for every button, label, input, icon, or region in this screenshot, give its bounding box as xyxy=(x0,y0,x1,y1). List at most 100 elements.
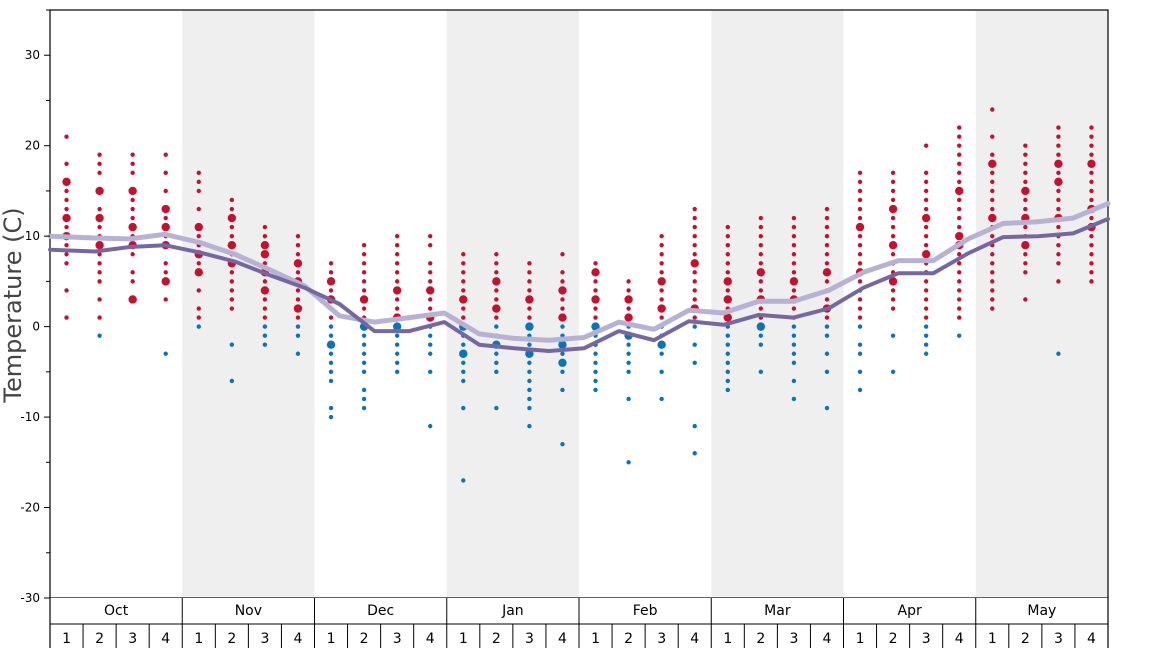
temperature-dot xyxy=(890,197,896,203)
temperature-dot xyxy=(1023,161,1028,166)
temperature-dot xyxy=(1056,243,1061,248)
temperature-dot xyxy=(593,387,598,393)
temperature-dot xyxy=(394,342,400,347)
temperature-dot xyxy=(758,342,764,347)
temperature-dot xyxy=(97,270,102,275)
temperature-dot xyxy=(857,387,863,393)
temperature-dot xyxy=(855,222,865,232)
temperature-dot xyxy=(957,125,962,130)
month-band xyxy=(975,10,1108,598)
temperature-dot xyxy=(262,306,268,311)
temperature-dot xyxy=(791,243,797,248)
week-label: 4 xyxy=(558,631,567,647)
temperature-dot xyxy=(1056,206,1061,212)
temperature-dot xyxy=(494,270,499,275)
temperature-dot xyxy=(461,270,466,275)
temperature-dot xyxy=(97,261,102,266)
temperature-dot xyxy=(657,340,666,349)
temperature-dot xyxy=(1023,170,1028,176)
temperature-dot xyxy=(163,152,168,157)
temperature-dot xyxy=(593,351,598,356)
temperature-dot xyxy=(659,252,664,257)
temperature-dot xyxy=(328,288,334,293)
temperature-dot xyxy=(923,170,929,176)
temperature-dot xyxy=(888,241,898,250)
temperature-dot xyxy=(692,279,697,284)
temperature-dot xyxy=(130,197,135,203)
temperature-dot xyxy=(1023,252,1028,257)
temperature-dot xyxy=(990,206,995,212)
temperature-dot xyxy=(791,396,797,402)
temperature-dot xyxy=(229,297,235,302)
temperature-dot xyxy=(890,188,896,194)
temperature-dot xyxy=(990,170,995,176)
temperature-dot xyxy=(229,306,235,311)
week-label: 2 xyxy=(1021,631,1030,647)
temperature-dot xyxy=(824,252,830,257)
temperature-dot xyxy=(428,261,433,266)
temperature-dot xyxy=(624,313,633,322)
temperature-dot xyxy=(64,315,69,320)
temperature-dot xyxy=(758,252,764,257)
month-label: Mar xyxy=(764,603,791,619)
month-band xyxy=(446,10,579,598)
temperature-dot xyxy=(328,405,334,411)
temperature-dot xyxy=(921,213,931,223)
temperature-dot xyxy=(328,315,334,320)
week-label: 3 xyxy=(789,631,798,647)
temperature-dot xyxy=(725,387,730,393)
temperature-dot xyxy=(593,315,598,320)
temperature-dot xyxy=(791,306,797,311)
temperature-dot xyxy=(1056,279,1061,284)
temperature-dot xyxy=(626,279,631,284)
temperature-dot xyxy=(525,322,534,331)
temperature-dot xyxy=(791,233,797,239)
temperature-dot xyxy=(97,161,102,166)
temperature-dot xyxy=(461,306,466,311)
temperature-dot xyxy=(194,222,203,232)
temperature-dot xyxy=(229,279,235,284)
temperature-dot xyxy=(394,306,400,311)
temperature-dot xyxy=(1056,170,1061,176)
temperature-dot xyxy=(328,360,334,365)
temperature-dot xyxy=(461,405,466,411)
temperature-dot xyxy=(560,351,565,356)
temperature-dot xyxy=(130,170,135,176)
temperature-dot xyxy=(824,215,830,221)
temperature-dot xyxy=(196,315,201,320)
temperature-dot xyxy=(95,213,104,223)
temperature-dot xyxy=(1089,279,1094,284)
week-label: 4 xyxy=(823,631,832,647)
temperature-dot xyxy=(1023,297,1028,302)
temperature-dot xyxy=(1056,188,1061,194)
temperature-dot xyxy=(295,315,301,320)
temperature-dot xyxy=(758,306,764,311)
temperature-dot xyxy=(890,215,896,221)
temperature-dot xyxy=(857,197,863,203)
temperature-dot xyxy=(593,261,598,266)
temperature-dot xyxy=(1056,351,1061,356)
temperature-dot xyxy=(626,342,631,347)
temperature-dot xyxy=(990,279,995,284)
month-label: Nov xyxy=(235,603,262,619)
temperature-dot xyxy=(692,215,697,221)
temperature-dot xyxy=(824,324,830,329)
week-label: 4 xyxy=(955,631,964,647)
temperature-dot xyxy=(1023,270,1028,275)
x-axis: Oct 1 2 3 4 Nov 1 2 3 4 Dec 1 2 3 4 Jan 1 2 3 4 Feb 1 2 3 4 Mar 1 2… xyxy=(49,598,1109,650)
temperature-dot xyxy=(692,360,697,365)
temperature-dot xyxy=(923,351,929,356)
temperature-dot xyxy=(957,315,962,320)
temperature-dot xyxy=(824,233,830,239)
week-label: 4 xyxy=(1087,631,1096,647)
temperature-dot xyxy=(328,378,334,384)
temperature-dot xyxy=(692,297,697,302)
temperature-dot xyxy=(824,297,830,302)
week-label: 1 xyxy=(327,631,336,647)
temperature-dot xyxy=(791,351,797,356)
temperature-dot xyxy=(326,340,336,349)
week-label: 2 xyxy=(756,631,765,647)
mean-line-dark xyxy=(48,217,1110,353)
